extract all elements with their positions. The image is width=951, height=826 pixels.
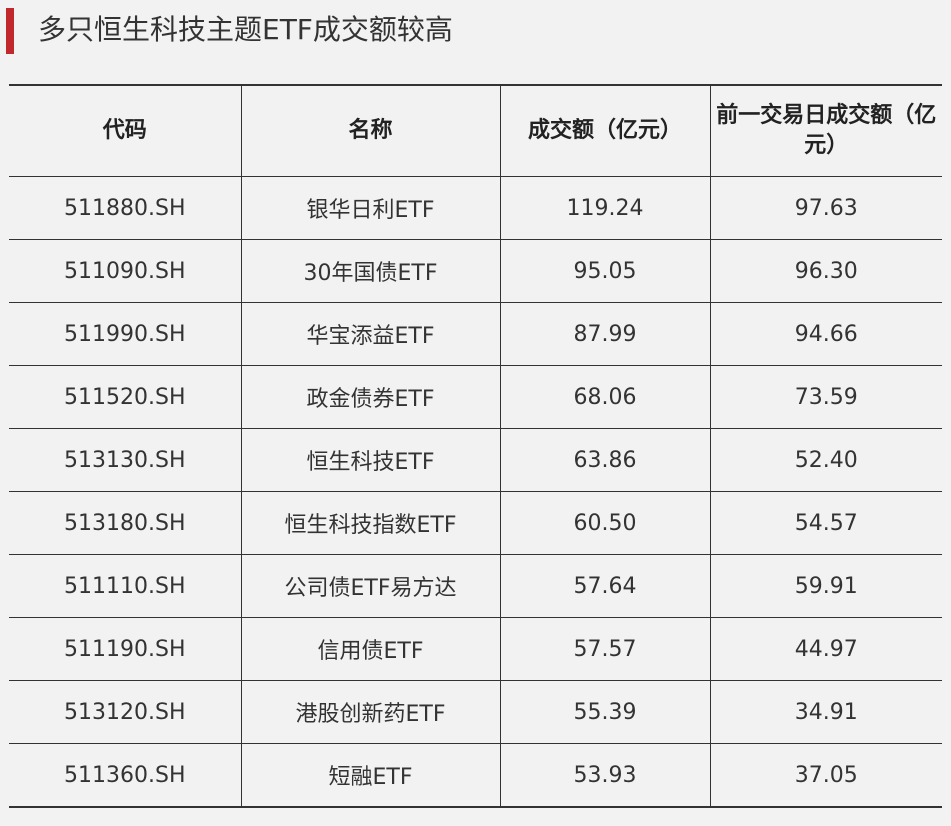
cell-prev-turnover: 52.40 xyxy=(709,428,942,492)
cell-name: 短融ETF xyxy=(240,743,501,808)
cell-name: 港股创新药ETF xyxy=(240,680,501,744)
etf-turnover-table: 代码 名称 成交额（亿元） 前一交易日成交额（亿元） 511880.SH 银华日… xyxy=(9,84,942,808)
cell-name: 公司债ETF易方达 xyxy=(240,554,501,618)
cell-name: 政金债券ETF xyxy=(240,365,501,429)
cell-code: 511190.SH xyxy=(9,617,242,681)
cell-name: 信用债ETF xyxy=(240,617,501,681)
cell-turnover: 57.57 xyxy=(499,617,711,681)
cell-prev-turnover: 73.59 xyxy=(709,365,942,429)
cell-turnover: 57.64 xyxy=(499,554,711,618)
cell-code: 513180.SH xyxy=(9,491,242,555)
cell-name: 恒生科技ETF xyxy=(240,428,501,492)
cell-code: 511880.SH xyxy=(9,176,242,240)
table-row: 511110.SH 公司债ETF易方达 57.64 59.91 xyxy=(9,554,942,618)
title-bar: 多只恒生科技主题ETF成交额较高 xyxy=(0,0,951,62)
cell-prev-turnover: 96.30 xyxy=(709,239,942,303)
cell-turnover: 63.86 xyxy=(499,428,711,492)
cell-name: 30年国债ETF xyxy=(240,239,501,303)
cell-turnover: 95.05 xyxy=(499,239,711,303)
cell-turnover: 60.50 xyxy=(499,491,711,555)
table-row: 511090.SH 30年国债ETF 95.05 96.30 xyxy=(9,239,942,303)
page-title: 多只恒生科技主题ETF成交额较高 xyxy=(38,13,453,46)
cell-code: 513130.SH xyxy=(9,428,242,492)
table-row: 511360.SH 短融ETF 53.93 37.05 xyxy=(9,743,942,808)
table-row: 511190.SH 信用债ETF 57.57 44.97 xyxy=(9,617,942,681)
cell-prev-turnover: 37.05 xyxy=(709,743,942,808)
cell-turnover: 68.06 xyxy=(499,365,711,429)
cell-turnover: 87.99 xyxy=(499,302,711,366)
cell-name: 恒生科技指数ETF xyxy=(240,491,501,555)
cell-turnover: 53.93 xyxy=(499,743,711,808)
cell-name: 华宝添益ETF xyxy=(240,302,501,366)
column-header-turnover: 成交额（亿元） xyxy=(499,84,711,177)
cell-prev-turnover: 54.57 xyxy=(709,491,942,555)
table-row: 513120.SH 港股创新药ETF 55.39 34.91 xyxy=(9,680,942,744)
cell-prev-turnover: 97.63 xyxy=(709,176,942,240)
column-header-code: 代码 xyxy=(9,84,242,177)
cell-code: 511990.SH xyxy=(9,302,242,366)
cell-prev-turnover: 94.66 xyxy=(709,302,942,366)
cell-turnover: 119.24 xyxy=(499,176,711,240)
cell-code: 511110.SH xyxy=(9,554,242,618)
table-row: 511520.SH 政金债券ETF 68.06 73.59 xyxy=(9,365,942,429)
cell-turnover: 55.39 xyxy=(499,680,711,744)
cell-prev-turnover: 44.97 xyxy=(709,617,942,681)
cell-name: 银华日利ETF xyxy=(240,176,501,240)
column-header-name: 名称 xyxy=(240,84,501,177)
cell-code: 511360.SH xyxy=(9,743,242,808)
table-row: 513130.SH 恒生科技ETF 63.86 52.40 xyxy=(9,428,942,492)
table-row: 511990.SH 华宝添益ETF 87.99 94.66 xyxy=(9,302,942,366)
column-header-prev-turnover: 前一交易日成交额（亿元） xyxy=(709,84,942,177)
cell-prev-turnover: 34.91 xyxy=(709,680,942,744)
cell-code: 511090.SH xyxy=(9,239,242,303)
table-row: 511880.SH 银华日利ETF 119.24 97.63 xyxy=(9,176,942,240)
table-header-row: 代码 名称 成交额（亿元） 前一交易日成交额（亿元） xyxy=(9,84,942,177)
table-row: 513180.SH 恒生科技指数ETF 60.50 54.57 xyxy=(9,491,942,555)
cell-prev-turnover: 59.91 xyxy=(709,554,942,618)
cell-code: 511520.SH xyxy=(9,365,242,429)
cell-code: 513120.SH xyxy=(9,680,242,744)
title-accent-bar xyxy=(6,8,14,54)
